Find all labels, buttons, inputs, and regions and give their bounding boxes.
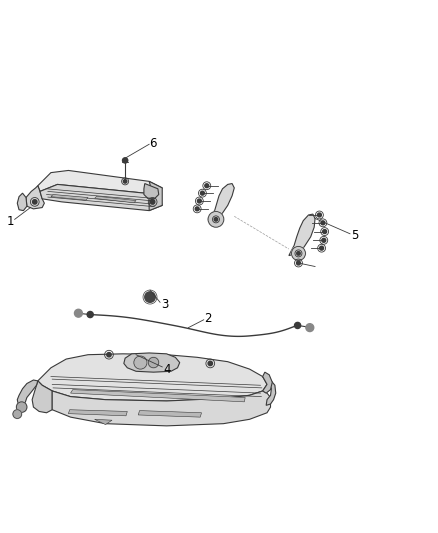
Circle shape: [16, 402, 27, 413]
Polygon shape: [40, 184, 162, 211]
Circle shape: [291, 246, 305, 261]
Polygon shape: [26, 185, 44, 209]
Circle shape: [208, 212, 224, 227]
Polygon shape: [71, 390, 245, 402]
Polygon shape: [17, 380, 38, 406]
Circle shape: [306, 324, 314, 332]
Circle shape: [123, 158, 128, 163]
Circle shape: [318, 213, 321, 217]
Text: 4: 4: [164, 362, 171, 376]
Polygon shape: [124, 353, 180, 372]
Circle shape: [294, 322, 300, 328]
Polygon shape: [38, 354, 267, 401]
Polygon shape: [68, 410, 127, 416]
Polygon shape: [149, 181, 162, 211]
Polygon shape: [32, 381, 52, 413]
Polygon shape: [52, 391, 271, 426]
Circle shape: [205, 184, 209, 188]
Circle shape: [214, 217, 218, 221]
Circle shape: [323, 230, 327, 233]
Text: 5: 5: [351, 229, 358, 241]
Circle shape: [87, 311, 93, 318]
Circle shape: [124, 180, 127, 183]
Text: 3: 3: [161, 298, 168, 311]
Text: 1: 1: [7, 215, 14, 228]
Circle shape: [145, 292, 155, 302]
Circle shape: [74, 309, 82, 317]
Circle shape: [208, 361, 212, 366]
Text: 2: 2: [205, 312, 212, 325]
Circle shape: [107, 352, 111, 357]
Circle shape: [297, 252, 300, 255]
Polygon shape: [138, 410, 201, 417]
Circle shape: [322, 238, 326, 243]
Polygon shape: [208, 183, 234, 221]
Circle shape: [134, 356, 147, 369]
Polygon shape: [263, 372, 272, 393]
Circle shape: [321, 221, 325, 225]
Circle shape: [32, 200, 37, 204]
Polygon shape: [95, 419, 112, 425]
Polygon shape: [17, 193, 27, 211]
Circle shape: [150, 200, 155, 204]
Text: 6: 6: [149, 137, 156, 150]
Circle shape: [201, 191, 205, 195]
Circle shape: [320, 246, 324, 250]
Circle shape: [198, 199, 201, 203]
Circle shape: [148, 357, 159, 368]
Polygon shape: [51, 195, 88, 200]
Polygon shape: [263, 376, 276, 405]
Polygon shape: [289, 214, 315, 256]
Polygon shape: [38, 171, 162, 195]
Circle shape: [13, 410, 21, 418]
Circle shape: [297, 261, 300, 265]
Circle shape: [195, 207, 199, 211]
Polygon shape: [95, 196, 136, 203]
Polygon shape: [144, 183, 159, 199]
